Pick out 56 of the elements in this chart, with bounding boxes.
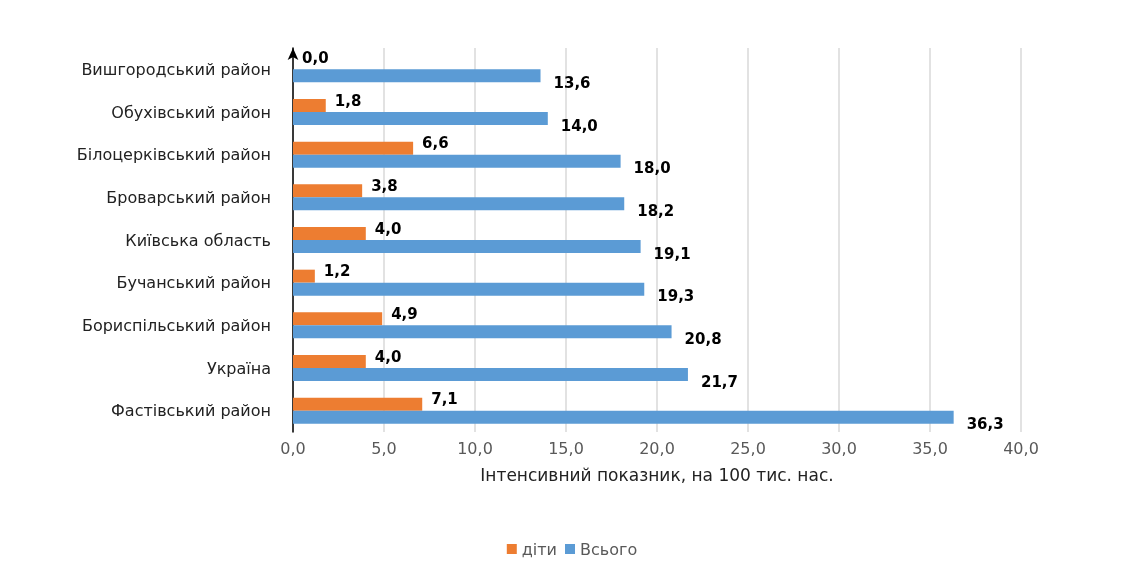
y-tick-label: Київська область bbox=[125, 230, 271, 250]
x-tick-label: 10,0 bbox=[457, 438, 493, 458]
legend-label: Всього bbox=[580, 539, 638, 559]
bar bbox=[293, 69, 541, 83]
y-tick-label: Броварський район bbox=[106, 187, 271, 207]
data-label: 13,6 bbox=[553, 73, 591, 92]
y-tick-label: Вишгородський район bbox=[81, 59, 271, 79]
data-label: 14,0 bbox=[560, 116, 598, 135]
data-label: 7,1 bbox=[431, 390, 458, 409]
x-tick-label: 40,0 bbox=[1003, 438, 1039, 458]
bar bbox=[293, 112, 548, 125]
bar bbox=[293, 197, 625, 211]
legend-label: діти bbox=[521, 539, 558, 559]
bar bbox=[293, 141, 414, 155]
data-label: 3,8 bbox=[371, 176, 398, 195]
data-label: 36,3 bbox=[966, 415, 1004, 434]
x-tick-label: 30,0 bbox=[821, 438, 857, 458]
y-tick-label: Обухівський район bbox=[111, 102, 271, 122]
data-label: 20,8 bbox=[684, 329, 722, 348]
data-label: 0,0 bbox=[302, 48, 329, 67]
bar bbox=[293, 240, 641, 253]
x-tick-label: 25,0 bbox=[730, 438, 766, 458]
data-label: 1,8 bbox=[334, 91, 362, 110]
data-label: 4,0 bbox=[374, 219, 402, 238]
data-label: 18,0 bbox=[633, 159, 671, 178]
bar bbox=[293, 410, 954, 424]
bar bbox=[293, 269, 315, 283]
bar bbox=[293, 325, 672, 339]
x-tick-label: 0,0 bbox=[280, 438, 306, 458]
x-tick-label: 15,0 bbox=[548, 438, 584, 458]
y-tick-label: Білоцерківський район bbox=[76, 145, 271, 165]
x-axis-title: Інтенсивний показник, на 100 тис. нас. bbox=[480, 464, 834, 485]
y-tick-label: Бориспільський район bbox=[81, 315, 271, 335]
data-label: 19,1 bbox=[653, 244, 691, 263]
data-label: 21,7 bbox=[700, 372, 738, 391]
data-label: 4,9 bbox=[391, 304, 418, 323]
data-label: 18,2 bbox=[637, 201, 675, 220]
data-label: 6,6 bbox=[422, 134, 449, 153]
bar bbox=[293, 99, 326, 112]
data-label: 1,2 bbox=[323, 262, 351, 281]
bar bbox=[293, 368, 688, 381]
bar bbox=[293, 227, 366, 240]
bar bbox=[293, 355, 366, 368]
data-label: 4,0 bbox=[374, 347, 402, 366]
x-tick-label: 35,0 bbox=[912, 438, 948, 458]
y-tick-label: Фастівський район bbox=[111, 401, 271, 421]
bar bbox=[293, 282, 645, 296]
bar bbox=[293, 312, 383, 326]
bar bbox=[293, 154, 621, 168]
y-tick-label: Україна bbox=[206, 358, 271, 378]
bar bbox=[293, 184, 363, 198]
x-tick-label: 5,0 bbox=[371, 438, 397, 458]
y-tick-label: Бучанський район bbox=[116, 273, 271, 293]
x-tick-label: 20,0 bbox=[639, 438, 675, 458]
data-label: 19,3 bbox=[657, 287, 695, 306]
bar bbox=[293, 397, 423, 411]
